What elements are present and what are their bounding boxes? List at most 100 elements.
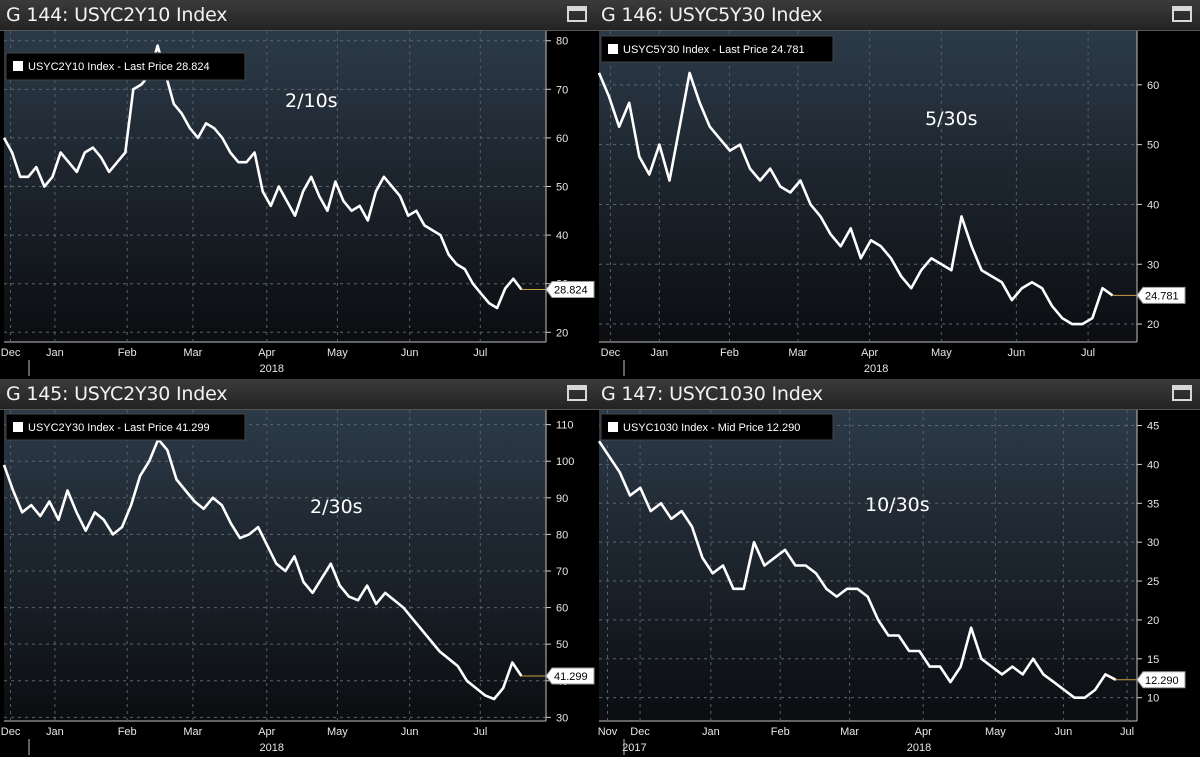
y-tick-label: 40	[1147, 459, 1159, 471]
last-value-label: 24.781	[1145, 290, 1179, 302]
legend-label: USYC5Y30 Index - Last Price 24.781	[623, 44, 805, 56]
series-line	[597, 440, 1117, 700]
chart-annotation: 10/30s	[865, 494, 930, 516]
last-value-label: 28.824	[554, 285, 588, 297]
y-tick-label: 90	[556, 493, 568, 505]
x-tick-label: Feb	[771, 726, 790, 738]
x-tick-label: Dec	[601, 347, 621, 359]
x-tick-label: Mar	[788, 347, 807, 359]
x-tick-label: Jun	[1007, 347, 1025, 359]
panel-title: G 147: USYC1030 Index	[601, 383, 823, 405]
maximize-icon[interactable]	[1172, 6, 1192, 22]
last-value-tag	[545, 281, 595, 299]
last-value-tag	[545, 667, 595, 685]
series-line	[597, 71, 1114, 326]
legend-label: USYC2Y30 Index - Last Price 41.299	[28, 422, 210, 434]
plot-area	[599, 31, 1137, 342]
x-tick-label: Jan	[46, 726, 64, 738]
y-tick-label: 20	[1147, 615, 1159, 627]
line-chart-2-30: 30405060708090100110DecJanFebMarAprMayJu…	[1, 410, 595, 755]
x-tick-label: Mar	[183, 726, 202, 738]
x-year-label: 2018	[907, 742, 931, 754]
legend-label: USYC2Y10 Index - Last Price 28.824	[28, 61, 210, 73]
panel-titlebar: G 145: USYC2Y30 Index	[0, 379, 595, 410]
y-tick-label: 110	[556, 420, 574, 432]
y-tick-label: 50	[1147, 140, 1159, 152]
panel-title: G 145: USYC2Y30 Index	[6, 383, 228, 405]
y-tick-label: 30	[1147, 259, 1159, 271]
x-tick-label: Apr	[861, 347, 878, 359]
last-value-label: 41.299	[554, 671, 588, 683]
y-tick-label: 70	[556, 84, 568, 96]
y-tick-label: 80	[556, 36, 568, 48]
x-year-label: 2018	[259, 742, 283, 754]
x-tick-label: Apr	[258, 726, 275, 738]
plot-area	[4, 410, 546, 721]
chart-panel-usyc5y30: G 146: USYC5Y30 Index 20 30 40 50 60 Dec Jan Fe…	[595, 0, 1200, 378]
legend-box	[5, 52, 246, 81]
x-tick-label: Nov	[598, 726, 618, 738]
legend-swatch	[608, 44, 618, 54]
x-year-label: 2017	[622, 742, 646, 754]
x-tick-label: Apr	[915, 726, 932, 738]
y-tick-label: 50	[556, 182, 568, 194]
y-tick-label: 80	[556, 529, 568, 541]
last-value-tag	[1136, 286, 1186, 304]
x-tick-label: May	[985, 726, 1006, 738]
legend-box	[5, 413, 246, 441]
panel-title: G 144: USYC2Y10 Index	[6, 4, 228, 26]
x-tick-label: Dec	[1, 726, 21, 738]
y-tick-label: 100	[556, 456, 574, 468]
legend-swatch	[13, 61, 23, 71]
chart-panel-usyc2y30: G 145: USYC2Y30 Index 304050607080901001…	[0, 379, 595, 757]
x-tick-label: Mar	[183, 347, 202, 359]
y-tick-label: 40	[1147, 199, 1159, 211]
series-line	[2, 437, 523, 701]
y-tick-label: 60	[556, 133, 568, 145]
y-tick-label: 20	[1147, 319, 1159, 331]
x-tick-label: Jun	[1055, 726, 1073, 738]
x-tick-label: Mar	[840, 726, 859, 738]
y-tick-label: 50	[556, 639, 568, 651]
x-year-label: 2018	[259, 363, 283, 375]
x-tick-label: Apr	[258, 347, 275, 359]
legend-box	[600, 35, 834, 63]
y-tick-label: 35	[1147, 498, 1159, 510]
x-tick-label: Jun	[401, 347, 419, 359]
y-tick-label: 60	[556, 603, 568, 615]
chart-panel-usyc1030: G 147: USYC1030 Index 10 15 20 25 30 35 40 45 No…	[595, 379, 1200, 757]
x-tick-label: May	[931, 347, 952, 359]
maximize-icon[interactable]	[567, 6, 587, 22]
plot-area	[4, 31, 546, 342]
series-line	[2, 44, 523, 310]
x-tick-label: Jul	[1120, 726, 1134, 738]
legend-box	[600, 413, 834, 441]
y-tick-label: 70	[556, 566, 568, 578]
y-tick-label: 45	[1147, 421, 1159, 433]
y-tick-label: 40	[556, 230, 568, 242]
line-chart-2-10: 20304050607080DecJanFebMarAprMayJunJul20…	[1, 31, 595, 376]
x-tick-label: Feb	[720, 347, 739, 359]
panel-titlebar: G 144: USYC2Y10 Index	[0, 0, 595, 31]
y-tick-label: 20	[556, 327, 568, 339]
x-tick-label: Jan	[46, 347, 64, 359]
plot-area	[599, 410, 1137, 721]
x-tick-label: Jan	[702, 726, 720, 738]
x-tick-label: Jul	[473, 726, 487, 738]
legend-swatch	[13, 422, 23, 432]
panel-titlebar: G 146: USYC5Y30 Index	[595, 0, 1200, 31]
y-tick-label: 25	[1147, 576, 1159, 588]
x-tick-label: May	[327, 726, 348, 738]
maximize-icon[interactable]	[1172, 385, 1192, 401]
x-tick-label: Jan	[650, 347, 668, 359]
legend-swatch	[608, 422, 618, 432]
x-tick-label: Jun	[401, 726, 419, 738]
y-tick-label: 30	[1147, 537, 1159, 549]
y-tick-label: 60	[1147, 80, 1159, 92]
x-tick-label: Jul	[473, 347, 487, 359]
y-tick-label: 15	[1147, 654, 1159, 666]
legend-label: USYC1030 Index - Mid Price 12.290	[623, 422, 800, 434]
maximize-icon[interactable]	[567, 385, 587, 401]
y-tick-label: 10	[1147, 693, 1159, 705]
chart-panel-usyc2y10: G 144: USYC2Y10 Index 20304050607080DecJ…	[0, 0, 595, 378]
